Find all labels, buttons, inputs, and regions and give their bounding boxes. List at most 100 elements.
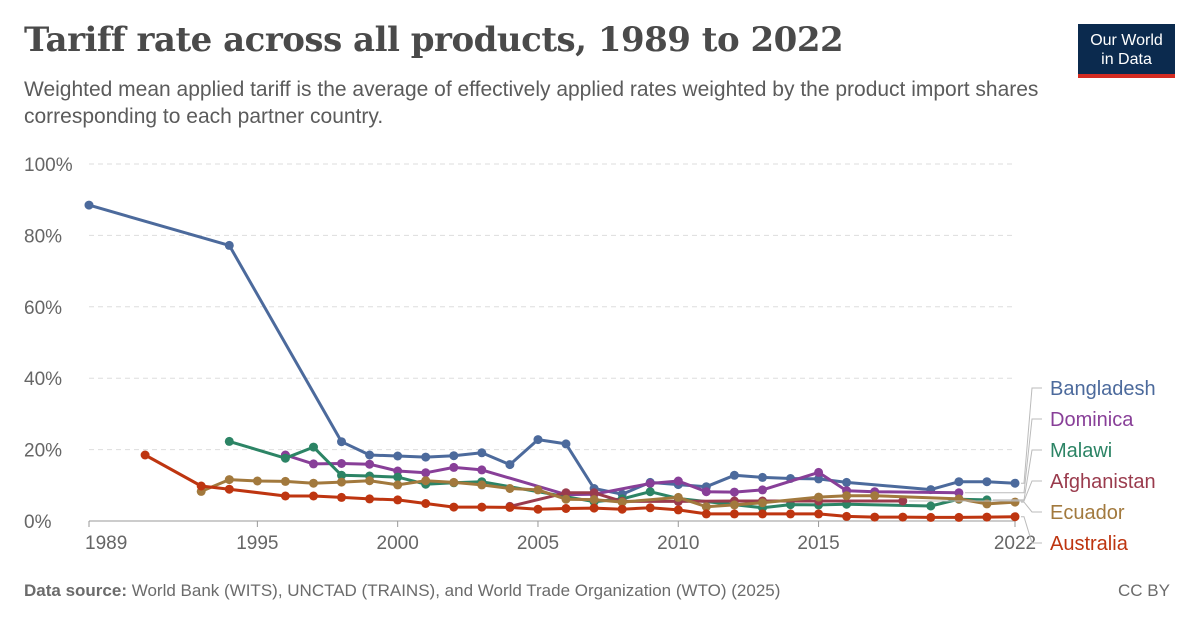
data-point[interactable]	[224, 240, 234, 250]
series-australia[interactable]	[140, 450, 1020, 522]
data-point[interactable]	[449, 502, 459, 512]
data-point[interactable]	[842, 477, 852, 487]
data-point[interactable]	[617, 504, 627, 514]
data-point[interactable]	[982, 499, 992, 509]
data-point[interactable]	[954, 512, 964, 522]
data-point[interactable]	[645, 503, 655, 513]
data-point[interactable]	[954, 477, 964, 487]
data-point[interactable]	[589, 488, 599, 498]
data-point[interactable]	[926, 501, 936, 511]
data-point[interactable]	[982, 512, 992, 522]
data-point[interactable]	[673, 476, 683, 486]
series-line[interactable]	[199, 478, 1017, 509]
data-point[interactable]	[337, 437, 346, 447]
data-point[interactable]	[701, 509, 711, 519]
data-point[interactable]	[196, 481, 206, 491]
data-point[interactable]	[393, 472, 403, 482]
data-point[interactable]	[477, 502, 487, 512]
owid-logo[interactable]: Our World in Data	[1078, 24, 1175, 78]
data-point[interactable]	[898, 512, 908, 522]
data-point[interactable]	[814, 474, 824, 484]
data-point[interactable]	[84, 200, 94, 210]
data-point[interactable]	[224, 484, 234, 494]
data-point[interactable]	[393, 480, 403, 490]
data-point[interactable]	[477, 480, 487, 490]
data-point[interactable]	[337, 477, 346, 487]
data-point[interactable]	[421, 476, 431, 486]
data-point[interactable]	[758, 498, 767, 508]
data-point[interactable]	[561, 494, 571, 504]
data-point[interactable]	[224, 475, 234, 485]
series-ecuador[interactable]	[196, 475, 1020, 512]
data-point[interactable]	[842, 491, 852, 501]
data-point[interactable]	[365, 476, 375, 486]
data-point[interactable]	[449, 462, 459, 472]
data-point[interactable]	[1010, 512, 1020, 522]
data-point[interactable]	[337, 492, 346, 502]
legend-label-dominica[interactable]: Dominica	[1050, 409, 1134, 431]
data-point[interactable]	[673, 492, 683, 502]
data-point[interactable]	[533, 485, 543, 495]
data-point[interactable]	[870, 512, 880, 522]
data-point[interactable]	[309, 459, 318, 469]
data-point[interactable]	[421, 499, 431, 508]
data-point[interactable]	[729, 500, 739, 510]
data-point[interactable]	[814, 467, 824, 477]
legend-label-ecuador[interactable]: Ecuador	[1050, 502, 1125, 524]
data-point[interactable]	[926, 512, 936, 522]
data-point[interactable]	[758, 509, 767, 519]
data-point[interactable]	[224, 436, 234, 446]
data-point[interactable]	[309, 478, 318, 488]
data-point[interactable]	[337, 470, 346, 480]
legend-label-malawi[interactable]: Malawi	[1050, 440, 1112, 462]
legend-label-bangladesh[interactable]: Bangladesh	[1050, 378, 1156, 400]
data-point[interactable]	[309, 491, 318, 501]
data-point[interactable]	[140, 450, 150, 460]
data-point[interactable]	[365, 494, 375, 504]
data-point[interactable]	[729, 509, 739, 519]
data-point[interactable]	[477, 465, 487, 475]
data-point[interactable]	[842, 511, 852, 521]
data-point[interactable]	[280, 453, 290, 463]
series-bangladesh[interactable]	[84, 200, 1020, 499]
data-point[interactable]	[505, 502, 515, 512]
data-point[interactable]	[393, 495, 403, 505]
data-point[interactable]	[393, 451, 403, 461]
data-point[interactable]	[1010, 497, 1020, 507]
data-point[interactable]	[561, 504, 571, 513]
data-point[interactable]	[617, 497, 627, 507]
data-point[interactable]	[421, 452, 431, 462]
data-point[interactable]	[589, 495, 599, 505]
data-point[interactable]	[505, 484, 515, 493]
data-point[interactable]	[758, 472, 767, 482]
data-point[interactable]	[758, 485, 767, 495]
data-point[interactable]	[870, 491, 880, 501]
data-point[interactable]	[449, 451, 459, 461]
data-point[interactable]	[561, 439, 571, 449]
series-line[interactable]	[283, 453, 961, 497]
data-point[interactable]	[505, 460, 515, 470]
data-point[interactable]	[786, 509, 795, 519]
data-point[interactable]	[533, 504, 543, 514]
series-line[interactable]	[143, 453, 1017, 519]
legend-label-afghanistan[interactable]: Afghanistan	[1050, 471, 1156, 493]
data-point[interactable]	[645, 479, 655, 488]
license-link[interactable]: CC BY	[1118, 581, 1170, 600]
data-point[interactable]	[954, 494, 964, 504]
data-point[interactable]	[814, 509, 824, 519]
data-point[interactable]	[729, 487, 739, 497]
data-point[interactable]	[589, 503, 599, 513]
data-point[interactable]	[982, 477, 992, 487]
data-point[interactable]	[701, 502, 711, 512]
data-point[interactable]	[365, 450, 375, 460]
data-point[interactable]	[898, 496, 908, 506]
data-point[interactable]	[814, 492, 824, 502]
data-point[interactable]	[280, 491, 290, 501]
data-point[interactable]	[365, 459, 375, 469]
legend-label-australia[interactable]: Australia	[1050, 533, 1129, 555]
data-point[interactable]	[337, 459, 346, 468]
data-point[interactable]	[477, 448, 487, 458]
data-point[interactable]	[1010, 478, 1020, 488]
data-point[interactable]	[449, 477, 459, 487]
data-point[interactable]	[309, 442, 318, 452]
